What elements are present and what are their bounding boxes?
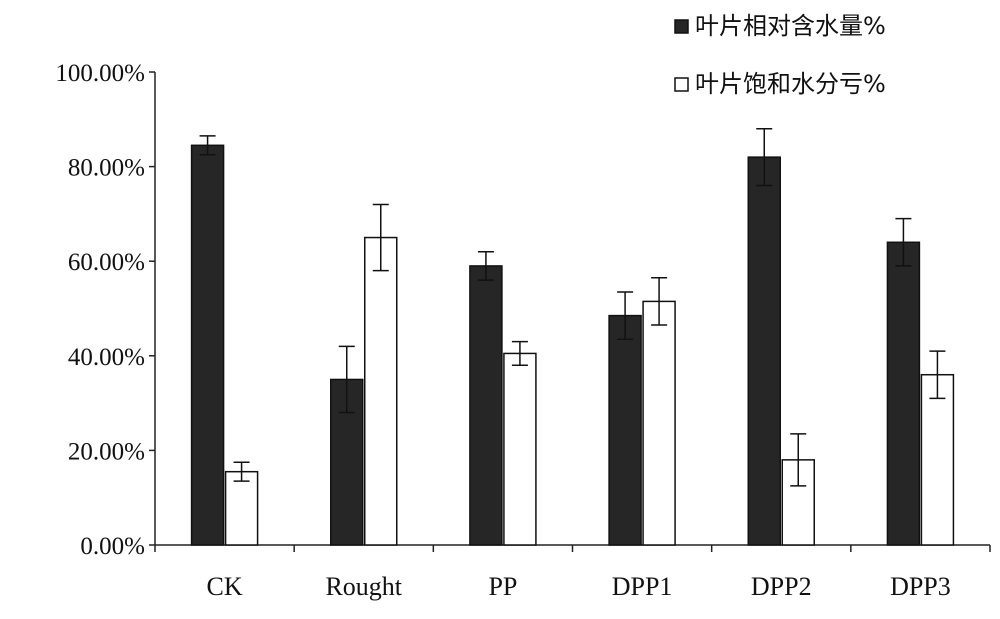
bar-relative-water [886,241,921,546]
legend-swatch [674,19,689,34]
x-category-label: CK [207,572,243,601]
legend: 叶片相对含水量% 叶片饱和水分亏% [674,12,886,98]
y-axis: 0.00% 20.00% 40.00% 60.00% 80.00% 100.00% [55,60,156,560]
bar-relative-water [747,156,781,546]
y-tick-label: 80.00% [68,155,145,182]
legend-label: 叶片相对含水量% [695,12,886,40]
x-category-label: DPP2 [751,572,812,601]
bar-relative-water [608,314,642,546]
legend-swatch [674,77,689,92]
x-category-label: DPP1 [612,572,673,601]
bar-saturation-deficit [503,352,537,546]
legend-label: 叶片饱和水分亏% [695,70,886,98]
y-tick-label: 100.00% [55,60,145,87]
y-tick-label: 40.00% [68,344,145,371]
bar-saturation-deficit [224,470,259,546]
bar-saturation-deficit [920,373,955,546]
bar-saturation-deficit [642,300,676,546]
x-category-label: DPP3 [890,572,951,601]
bar-saturation-deficit [364,236,398,546]
x-axis: CK Rought PP DPP1 DPP2 DPP3 [154,544,991,601]
bars [190,144,955,546]
x-category-label: Rought [325,572,402,601]
y-tick-label: 0.00% [80,533,145,560]
y-tick-label: 20.00% [68,438,145,465]
x-category-label: PP [488,572,517,601]
error-bars [199,128,946,487]
y-tick-label: 60.00% [68,249,145,276]
bar-relative-water [190,144,225,546]
bar-relative-water [469,265,503,546]
